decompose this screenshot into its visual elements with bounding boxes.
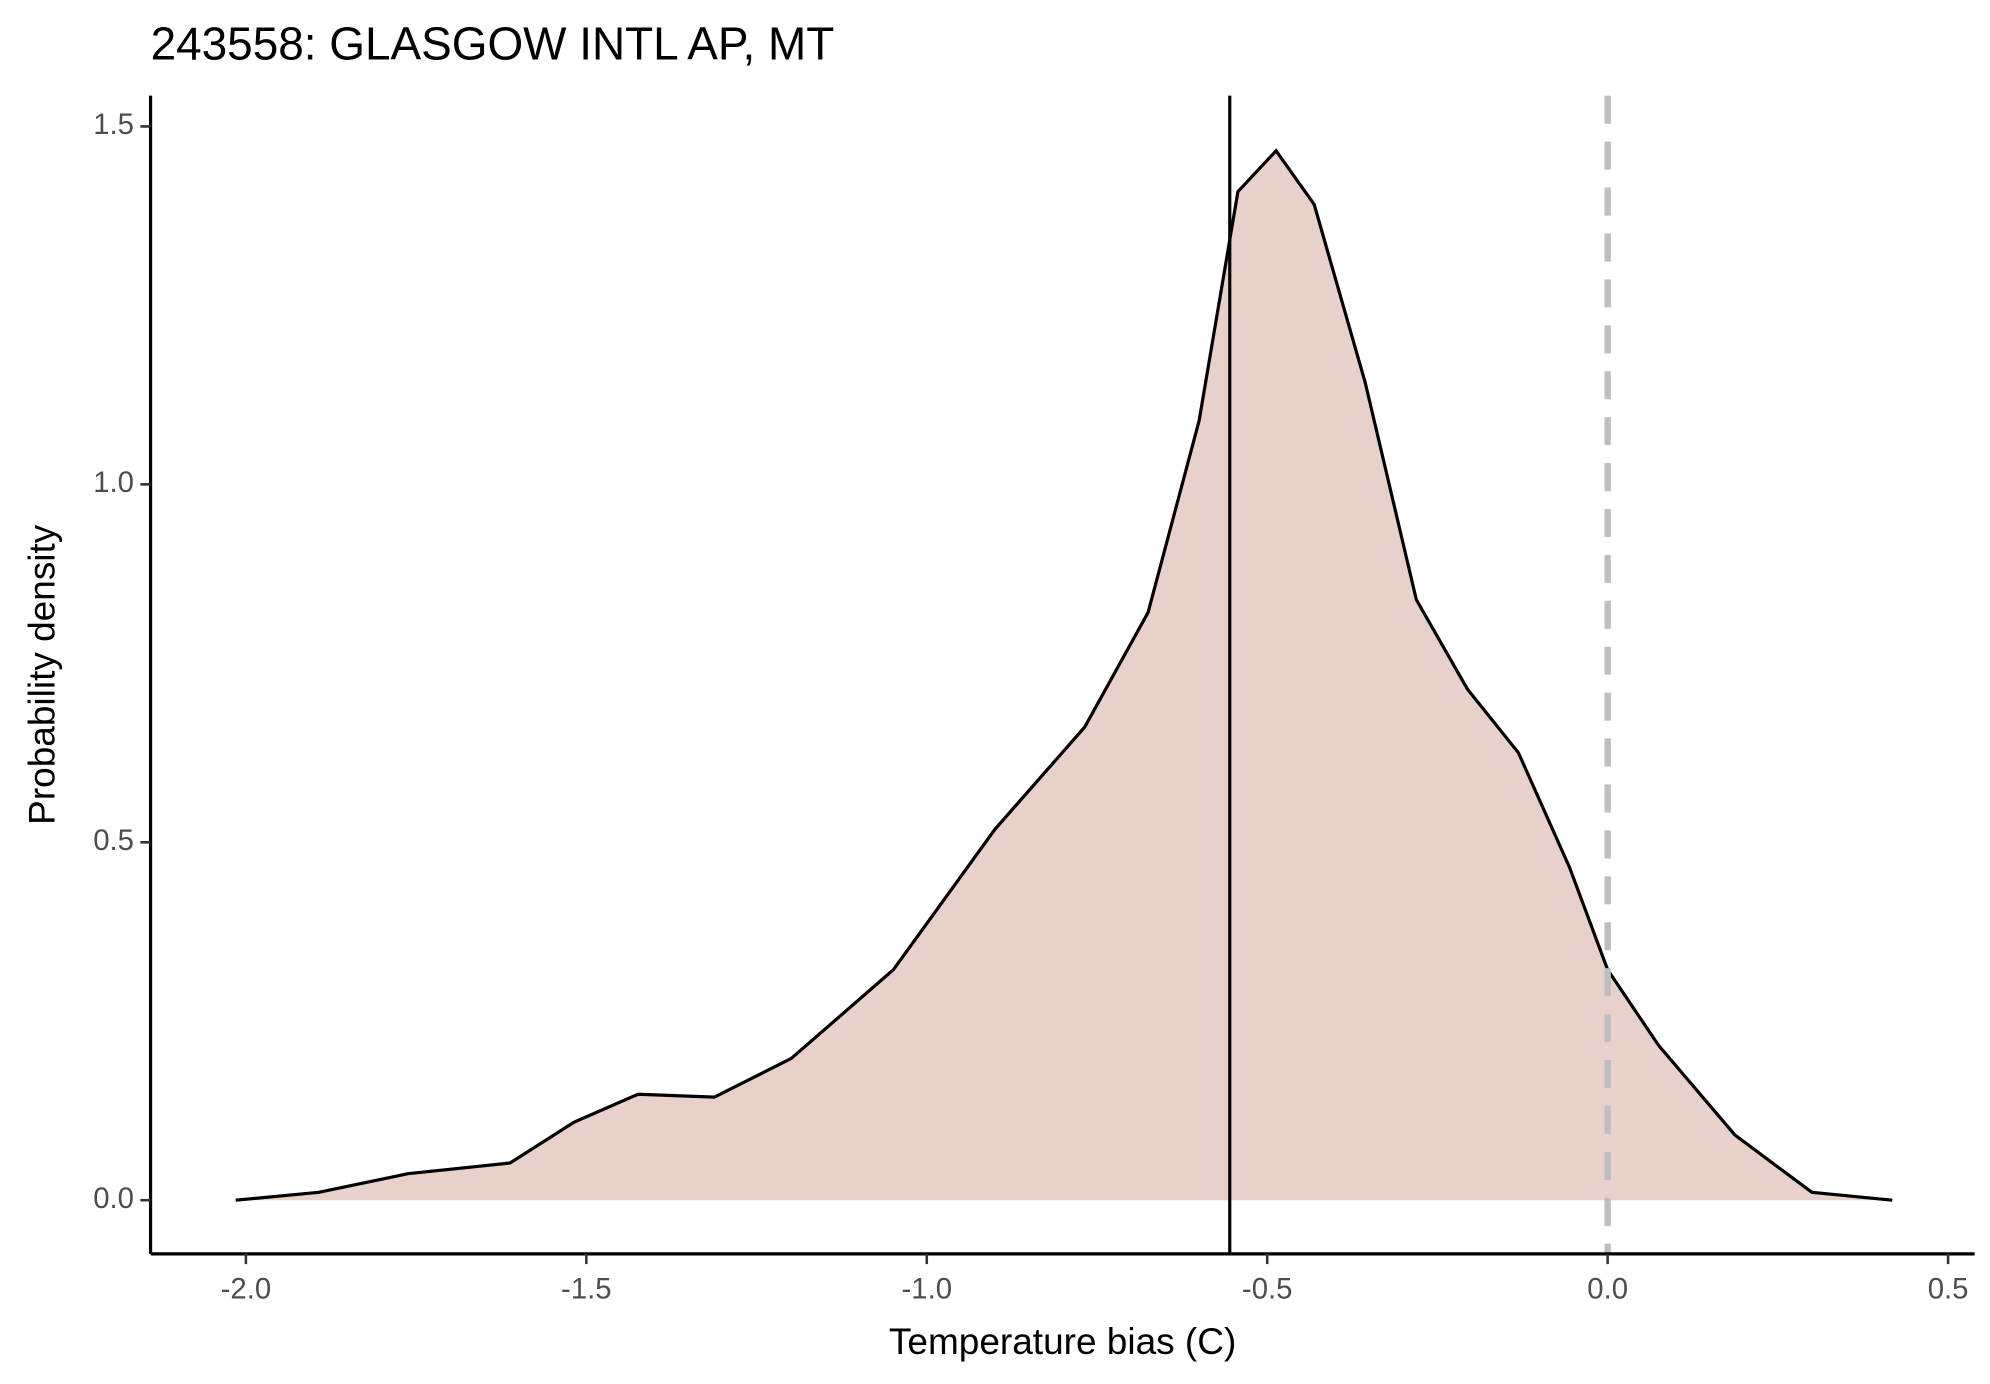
density-line (235, 148, 1893, 1202)
y-axis-title: Probability density (21, 524, 62, 825)
x-tick-label: -0.5 (1242, 1273, 1293, 1306)
y-tick-label: 1.5 (93, 108, 134, 141)
y-tick-label: 0.5 (93, 824, 134, 857)
chart-title: 243558: GLASGOW INTL AP, MT (151, 17, 835, 69)
y-tick-label: 1.0 (93, 466, 134, 499)
x-tick-label: -2.0 (221, 1273, 272, 1306)
x-tick-label: -1.0 (901, 1273, 952, 1306)
x-tick-label: 0.5 (1928, 1273, 1969, 1306)
x-tick-label: -1.5 (561, 1273, 612, 1306)
x-tick-label: 0.0 (1587, 1273, 1628, 1306)
x-axis-title: Temperature bias (C) (889, 1321, 1236, 1362)
density-area (235, 150, 1893, 1201)
y-tick-label: 0.0 (93, 1182, 134, 1215)
